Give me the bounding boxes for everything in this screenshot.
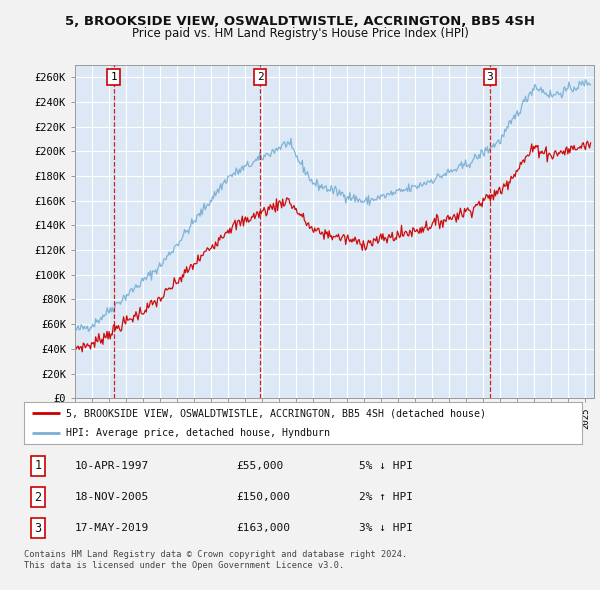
Text: 5, BROOKSIDE VIEW, OSWALDTWISTLE, ACCRINGTON, BB5 4SH (detached house): 5, BROOKSIDE VIEW, OSWALDTWISTLE, ACCRIN… (66, 408, 486, 418)
Text: 10-APR-1997: 10-APR-1997 (74, 461, 148, 471)
Text: 2: 2 (257, 72, 263, 82)
Text: 3: 3 (34, 522, 41, 535)
Text: £55,000: £55,000 (236, 461, 283, 471)
Text: 3: 3 (487, 72, 493, 82)
Text: 1: 1 (34, 460, 41, 473)
Text: 2% ↑ HPI: 2% ↑ HPI (359, 492, 413, 502)
Text: 18-NOV-2005: 18-NOV-2005 (74, 492, 148, 502)
Text: 3% ↓ HPI: 3% ↓ HPI (359, 523, 413, 533)
Text: This data is licensed under the Open Government Licence v3.0.: This data is licensed under the Open Gov… (24, 560, 344, 569)
Text: £163,000: £163,000 (236, 523, 290, 533)
Text: 5% ↓ HPI: 5% ↓ HPI (359, 461, 413, 471)
Text: Contains HM Land Registry data © Crown copyright and database right 2024.: Contains HM Land Registry data © Crown c… (24, 550, 407, 559)
Text: 2: 2 (34, 490, 41, 504)
Text: 5, BROOKSIDE VIEW, OSWALDTWISTLE, ACCRINGTON, BB5 4SH: 5, BROOKSIDE VIEW, OSWALDTWISTLE, ACCRIN… (65, 15, 535, 28)
Text: HPI: Average price, detached house, Hyndburn: HPI: Average price, detached house, Hynd… (66, 428, 330, 438)
Text: 1: 1 (110, 72, 117, 82)
Text: £150,000: £150,000 (236, 492, 290, 502)
Text: Price paid vs. HM Land Registry's House Price Index (HPI): Price paid vs. HM Land Registry's House … (131, 27, 469, 40)
Text: 17-MAY-2019: 17-MAY-2019 (74, 523, 148, 533)
